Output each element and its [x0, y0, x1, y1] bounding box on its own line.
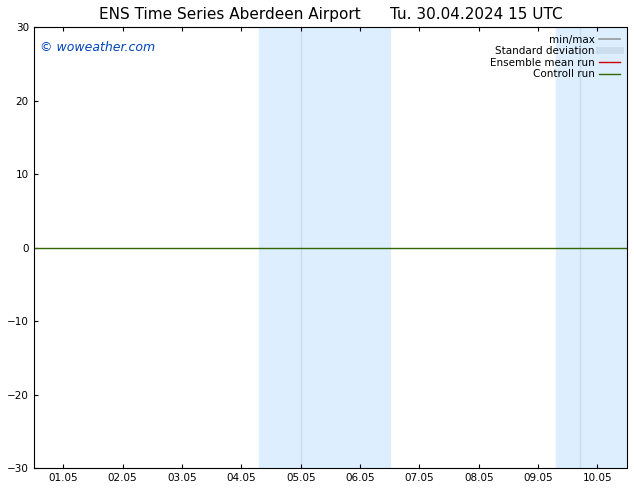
- Text: © woweather.com: © woweather.com: [39, 41, 155, 53]
- Title: ENS Time Series Aberdeen Airport      Tu. 30.04.2024 15 UTC: ENS Time Series Aberdeen Airport Tu. 30.…: [98, 7, 562, 22]
- Bar: [556, 27, 627, 468]
- Legend: min/max, Standard deviation, Ensemble mean run, Controll run: min/max, Standard deviation, Ensemble me…: [488, 32, 622, 81]
- Bar: [259, 27, 390, 468]
